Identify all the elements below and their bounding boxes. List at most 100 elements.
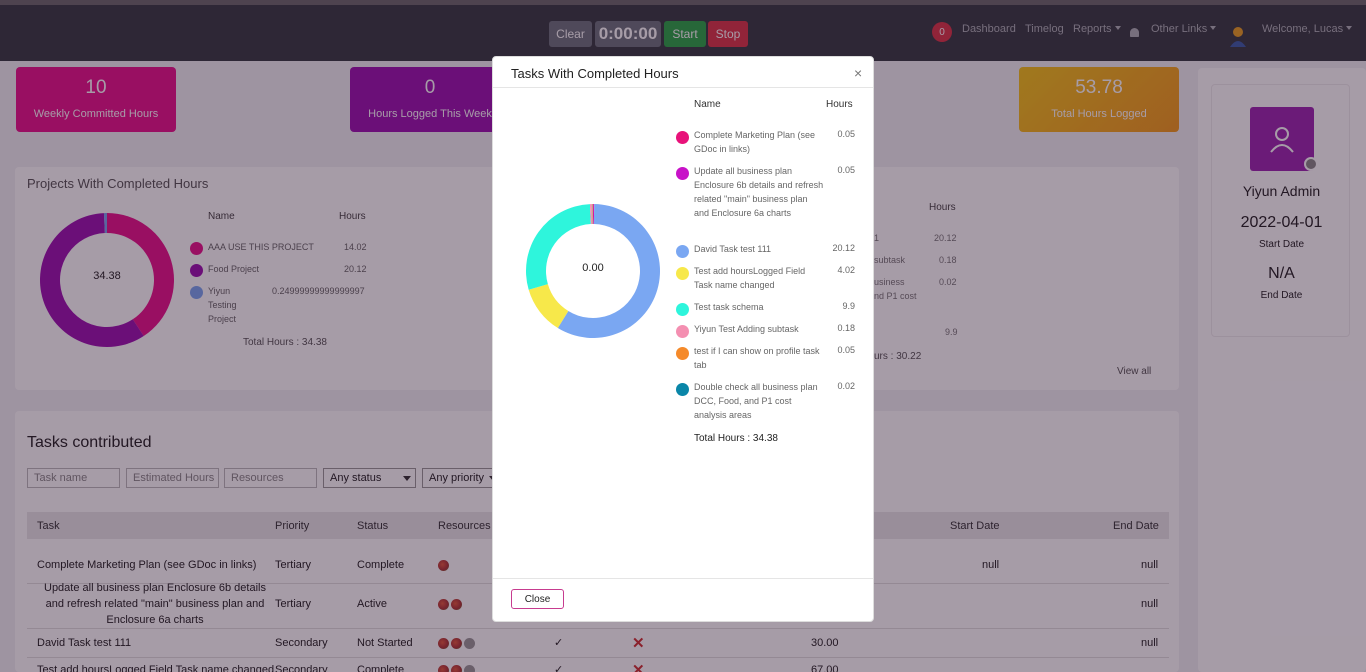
task-hours: 0.05 [837, 345, 855, 355]
projects-donut-center: 34.38 [93, 270, 121, 282]
priority-select[interactable]: Any priority [422, 468, 502, 488]
status-cell: Complete [357, 664, 405, 672]
modal-hours-header: Hours [826, 99, 853, 110]
project-hours: 0.24999999999999997 [272, 286, 365, 296]
profile-end-label: End Date [1260, 290, 1303, 301]
bg-fragment: usiness [874, 277, 905, 287]
task-cell: Update all business plan Enclosure 6b de… [44, 582, 266, 626]
th-status[interactable]: Status [357, 520, 389, 532]
donut-slice[interactable] [107, 213, 174, 337]
view-all-link[interactable]: View all [1117, 366, 1152, 377]
user-avatar-icon[interactable] [1229, 25, 1247, 47]
projects-hours-header: Hours [339, 211, 366, 222]
donut-slice[interactable] [528, 284, 569, 329]
project-hours: 14.02 [344, 242, 367, 252]
profile-name: Yiyun Admin [1242, 183, 1321, 199]
project-name: AAA USE THIS PROJECT [208, 242, 314, 252]
profile-start-date: 2022-04-01 [1240, 214, 1323, 231]
projects-name-header: Name [208, 211, 235, 222]
donut-slice[interactable] [592, 204, 593, 225]
hours-logged-week-card: 0 Hours Logged This Week [350, 67, 510, 132]
task-hours: 0.02 [837, 381, 855, 391]
priority-cell: Secondary [275, 637, 328, 649]
profile-start-label: Start Date [1258, 239, 1305, 250]
legend-dot [190, 286, 203, 299]
priority-cell: Tertiary [275, 598, 312, 610]
modal-title: Tasks With Completed Hours [511, 66, 679, 81]
task-name: Update all business plan Enclosure 6b de… [694, 166, 824, 218]
timer-display: 0:00:00 [595, 21, 661, 47]
hours-cell: 30.00 [811, 637, 839, 649]
task-name: Yiyun Test Adding subtask [694, 324, 799, 334]
stop-button[interactable]: Stop [708, 21, 748, 47]
resource-avatar-icon [438, 638, 449, 649]
donut-slice[interactable] [593, 204, 595, 225]
cross-icon: ✕ [632, 635, 645, 652]
task-hours: 20.12 [832, 243, 855, 253]
th-end-date[interactable]: End Date [1113, 520, 1159, 532]
priority-cell: Tertiary [275, 559, 312, 571]
donut-slice[interactable] [526, 204, 591, 290]
tasks-completed-modal: Tasks With Completed Hours × 0.00 Name H… [492, 56, 874, 622]
clear-button[interactable]: Clear [549, 21, 592, 47]
total-hours-label: Total Hours Logged [1051, 108, 1147, 120]
donut-slice[interactable] [557, 204, 660, 338]
task-hours: 4.02 [837, 265, 855, 275]
task-name-filter[interactable]: Task name [27, 468, 120, 488]
resource-avatar-icon [438, 560, 449, 571]
priority-cell: Secondary [275, 664, 328, 672]
modal-total: Total Hours : 34.38 [694, 433, 778, 444]
modal-name-header: Name [694, 99, 721, 110]
resource-avatar-icon [464, 665, 475, 672]
donut-slice[interactable] [40, 213, 144, 347]
project-name: Yiyun Testing Project [208, 286, 237, 324]
th-priority[interactable]: Priority [275, 520, 310, 532]
nav-welcome-dropdown[interactable]: Welcome, Lucas [1262, 23, 1352, 35]
priority-select-value: Any priority [429, 472, 485, 484]
task-hours: 9.9 [842, 301, 855, 311]
weekly-committed-label: Weekly Committed Hours [33, 108, 159, 120]
total-hours-value: 53.78 [1075, 77, 1123, 98]
nav-other-links-dropdown[interactable]: Other Links [1151, 23, 1216, 35]
status-dot [1304, 157, 1318, 171]
modal-donut-center: 0.00 [582, 262, 604, 274]
legend-dot [676, 131, 689, 144]
start-button[interactable]: Start [664, 21, 706, 47]
task-name: test if I can show on profile task tab [694, 346, 820, 370]
status-cell: Active [357, 598, 387, 610]
task-cell: David Task test 111 [37, 637, 132, 649]
legend-dot [190, 242, 203, 255]
projects-total: Total Hours : 34.38 [243, 337, 327, 348]
th-start-date[interactable]: Start Date [950, 520, 1000, 532]
resource-avatar-icon [451, 599, 462, 610]
legend-dot [676, 167, 689, 180]
nav-timelog-link[interactable]: Timelog [1025, 23, 1064, 35]
th-task[interactable]: Task [37, 520, 60, 532]
projects-title: Projects With Completed Hours [27, 176, 209, 191]
close-button[interactable]: Close [511, 589, 564, 609]
task-name: Test add hoursLogged Field Task name cha… [694, 266, 806, 290]
status-select[interactable]: Any status [323, 468, 416, 488]
legend-dot [190, 264, 203, 277]
bell-icon[interactable] [1130, 28, 1139, 37]
donut-slice[interactable] [103, 213, 107, 234]
notification-badge[interactable]: 0 [932, 22, 952, 42]
resource-avatar-icon [464, 638, 475, 649]
total-hours-card: 53.78 Total Hours Logged [1019, 67, 1179, 132]
modal-close-icon[interactable]: × [854, 65, 863, 81]
th-resources[interactable]: Resources [438, 520, 491, 532]
nav-reports-dropdown[interactable]: Reports [1073, 23, 1121, 35]
resources-filter[interactable]: Resources [224, 468, 317, 488]
donut-slice[interactable] [593, 204, 594, 225]
donut-slice[interactable] [589, 204, 593, 225]
task-name: Double check all business plan DCC, Food… [694, 382, 818, 420]
bg-value: 20.12 [934, 233, 957, 243]
profile-avatar [1250, 107, 1314, 171]
bg-value: 0.18 [939, 255, 957, 265]
estimated-hours-filter[interactable]: Estimated Hours [126, 468, 219, 488]
modal-donut-chart [526, 204, 660, 338]
resource-avatar-icon [451, 665, 462, 672]
legend-dot [676, 325, 689, 338]
nav-dashboard-link[interactable]: Dashboard [962, 23, 1016, 35]
top-strip [0, 0, 1366, 5]
